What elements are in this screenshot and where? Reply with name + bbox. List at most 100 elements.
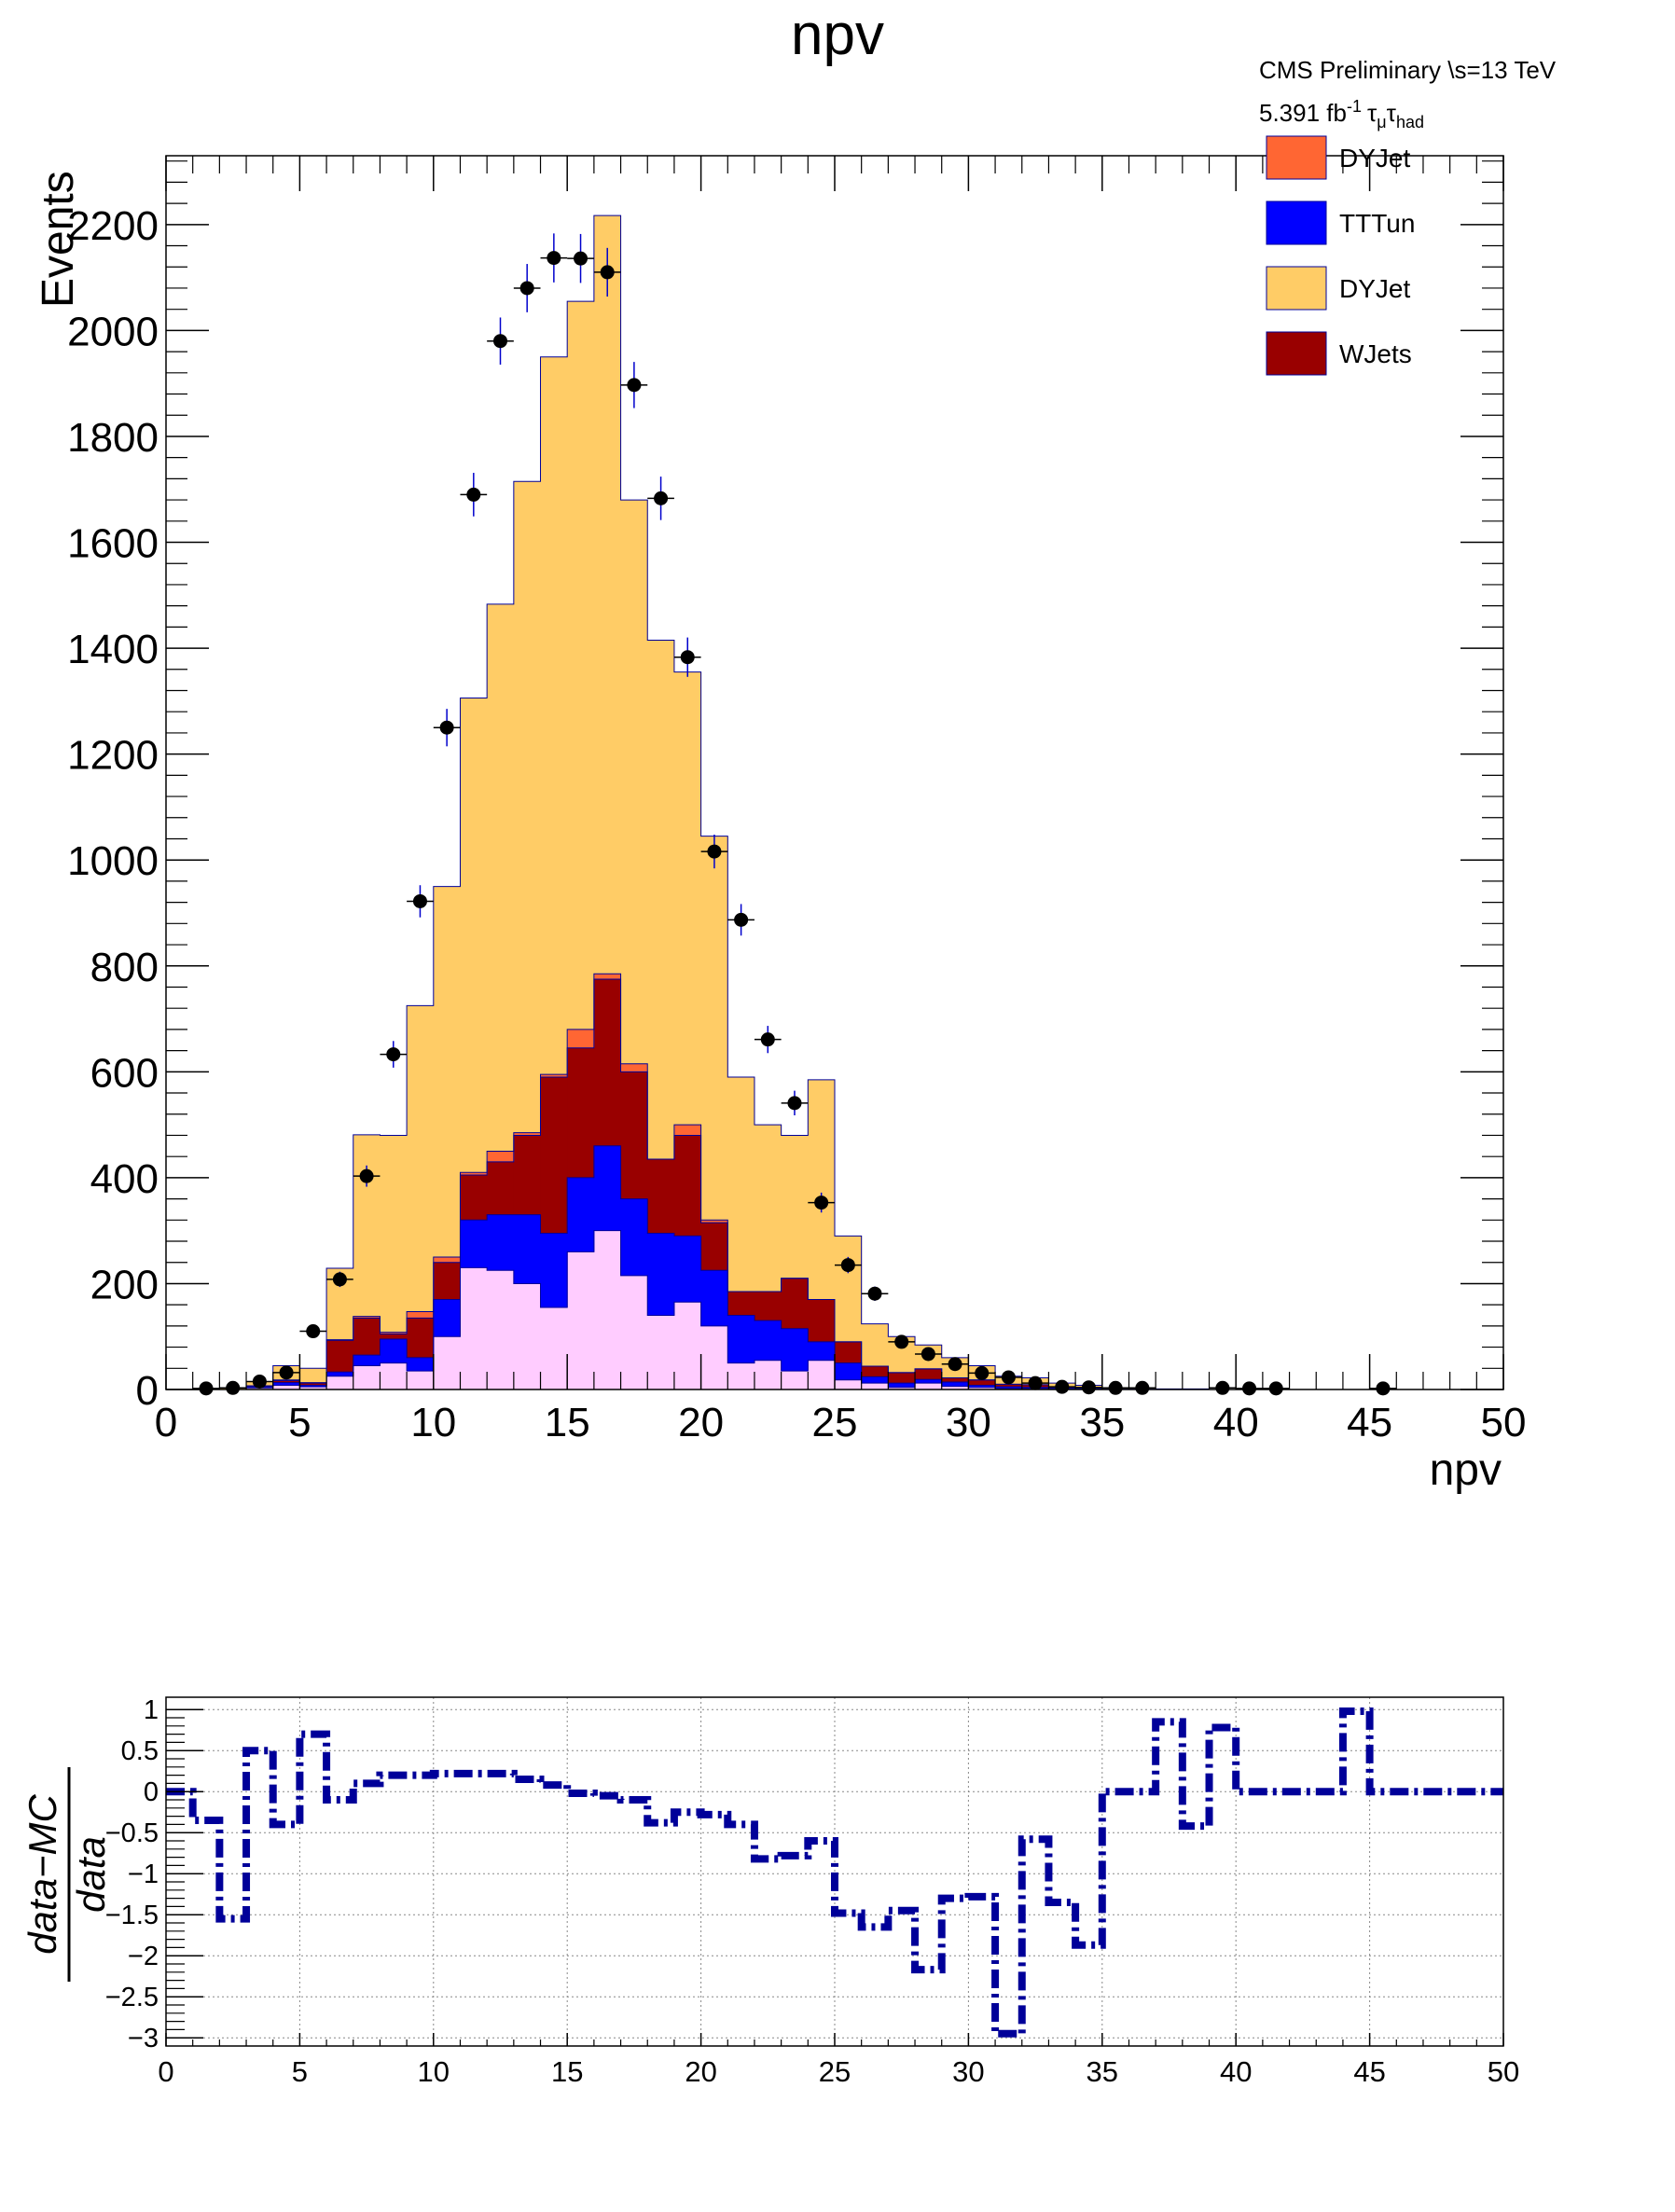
chart-title: npv xyxy=(791,3,884,67)
bar-tttun xyxy=(754,1320,782,1361)
bar-pink xyxy=(246,1388,274,1389)
data-point xyxy=(439,720,454,735)
bar-tttun xyxy=(727,1315,755,1363)
data-point xyxy=(840,1258,855,1273)
y-tick-label: 1600 xyxy=(67,521,159,567)
ratio-x-tick-label: 5 xyxy=(292,2055,308,2088)
bar-pink xyxy=(620,1275,648,1389)
legend-swatch xyxy=(1266,331,1327,376)
bar-dyjet-orange xyxy=(593,974,622,979)
data-point xyxy=(1001,1370,1016,1385)
bar-tttun xyxy=(861,1376,889,1384)
bar-wjets xyxy=(353,1318,381,1356)
bar-wjets xyxy=(781,1278,809,1329)
bar-tttun xyxy=(835,1362,863,1380)
legend-swatch xyxy=(1266,266,1327,311)
bar-pink xyxy=(513,1283,542,1389)
bar-dyjet-yellow xyxy=(407,1005,435,1312)
bar-pink xyxy=(647,1315,675,1389)
cms-label: CMS Preliminary \s=13 TeV xyxy=(1259,56,1557,84)
data-point xyxy=(1028,1376,1043,1390)
bar-wjets xyxy=(727,1291,755,1316)
bar-dyjet-yellow xyxy=(700,836,728,1221)
data-point xyxy=(279,1365,294,1380)
bar-dyjet-orange xyxy=(433,1257,461,1263)
bar-wjets xyxy=(861,1366,889,1377)
bar-tttun xyxy=(915,1379,943,1384)
bar-pink xyxy=(968,1387,996,1389)
bar-wjets xyxy=(272,1380,300,1383)
y-tick-label: 1200 xyxy=(67,733,159,779)
bar-pink xyxy=(407,1371,435,1389)
bar-dyjet-orange xyxy=(673,1125,702,1136)
x-tick-label: 45 xyxy=(1347,1400,1392,1445)
ratio-y-tick-label: 0.5 xyxy=(121,1736,159,1766)
bar-dyjet-orange xyxy=(513,1132,542,1136)
bar-tttun xyxy=(700,1270,728,1326)
bar-tttun xyxy=(593,1145,622,1231)
bar-dyjet-yellow xyxy=(673,671,702,1126)
data-point xyxy=(412,893,427,908)
data-point xyxy=(948,1357,962,1372)
bar-dyjet-orange xyxy=(700,1220,728,1224)
bar-dyjet-yellow xyxy=(513,481,542,1133)
bar-dyjet-orange xyxy=(460,1172,488,1176)
bar-pink xyxy=(754,1360,782,1389)
bar-wjets xyxy=(460,1175,488,1221)
data-point xyxy=(1242,1381,1257,1396)
bar-wjets xyxy=(380,1334,408,1340)
ratio-x-tick-label: 45 xyxy=(1353,2055,1385,2088)
ratio-y-tick-label: −2.5 xyxy=(105,1983,159,2012)
y-tick-label: 2000 xyxy=(67,309,159,354)
bar-dyjet-yellow xyxy=(754,1125,782,1292)
bar-dyjet-yellow xyxy=(380,1135,408,1333)
bar-wjets xyxy=(620,1071,648,1199)
data-point xyxy=(787,1096,802,1111)
bar-wjets xyxy=(995,1384,1023,1388)
x-tick-label: 5 xyxy=(288,1400,311,1445)
data-point xyxy=(894,1334,909,1349)
bar-pink xyxy=(808,1360,836,1389)
data-point xyxy=(1108,1380,1123,1395)
bar-dyjet-yellow xyxy=(353,1134,381,1317)
bar-dyjet-yellow xyxy=(861,1323,889,1367)
bar-dyjet-orange xyxy=(380,1332,408,1334)
lumi-label: 5.391 fb-1 τμτhad xyxy=(1259,97,1424,131)
bar-dyjet-yellow xyxy=(567,301,595,1030)
bar-pink xyxy=(593,1230,622,1389)
bar-wjets xyxy=(567,1047,595,1178)
bar-pink xyxy=(941,1386,969,1389)
ratio-y-tick-label: −0.5 xyxy=(105,1818,159,1848)
bar-dyjet-orange xyxy=(487,1151,515,1162)
bar-pink xyxy=(781,1371,809,1389)
ratio-ylabel-numerator: data−MC xyxy=(21,1794,64,1955)
bar-dyjet-yellow xyxy=(808,1079,836,1300)
bar-pink xyxy=(673,1302,702,1389)
bar-tttun xyxy=(808,1341,836,1361)
bar-tttun xyxy=(299,1385,327,1388)
x-axis-title: npv xyxy=(1430,1445,1502,1495)
bar-wjets xyxy=(487,1161,515,1215)
bar-tttun xyxy=(968,1385,996,1388)
ratio-x-tick-label: 40 xyxy=(1220,2055,1252,2088)
legend-label: TTTun xyxy=(1339,209,1415,238)
bar-dyjet-yellow xyxy=(487,603,515,1152)
x-tick-label: 10 xyxy=(410,1400,456,1445)
data-point xyxy=(226,1380,241,1395)
bar-tttun xyxy=(433,1299,461,1337)
ratio-y-axis-title: data−MC data xyxy=(21,1767,113,1982)
bar-wjets xyxy=(808,1299,836,1342)
bar-tttun xyxy=(487,1214,515,1271)
bar-pink xyxy=(835,1379,863,1389)
bar-wjets xyxy=(941,1377,969,1383)
bar-tttun xyxy=(326,1372,354,1376)
bar-wjets xyxy=(888,1372,916,1384)
bar-wjets xyxy=(968,1379,996,1386)
bar-wjets xyxy=(407,1318,435,1358)
ratio-y-tick-label: −3 xyxy=(128,2024,159,2053)
data-point xyxy=(332,1272,347,1287)
bar-wjets xyxy=(513,1135,542,1215)
ratio-x-tick-label: 50 xyxy=(1488,2055,1519,2088)
data-point xyxy=(1268,1381,1283,1396)
y-tick-label: 400 xyxy=(90,1156,159,1202)
